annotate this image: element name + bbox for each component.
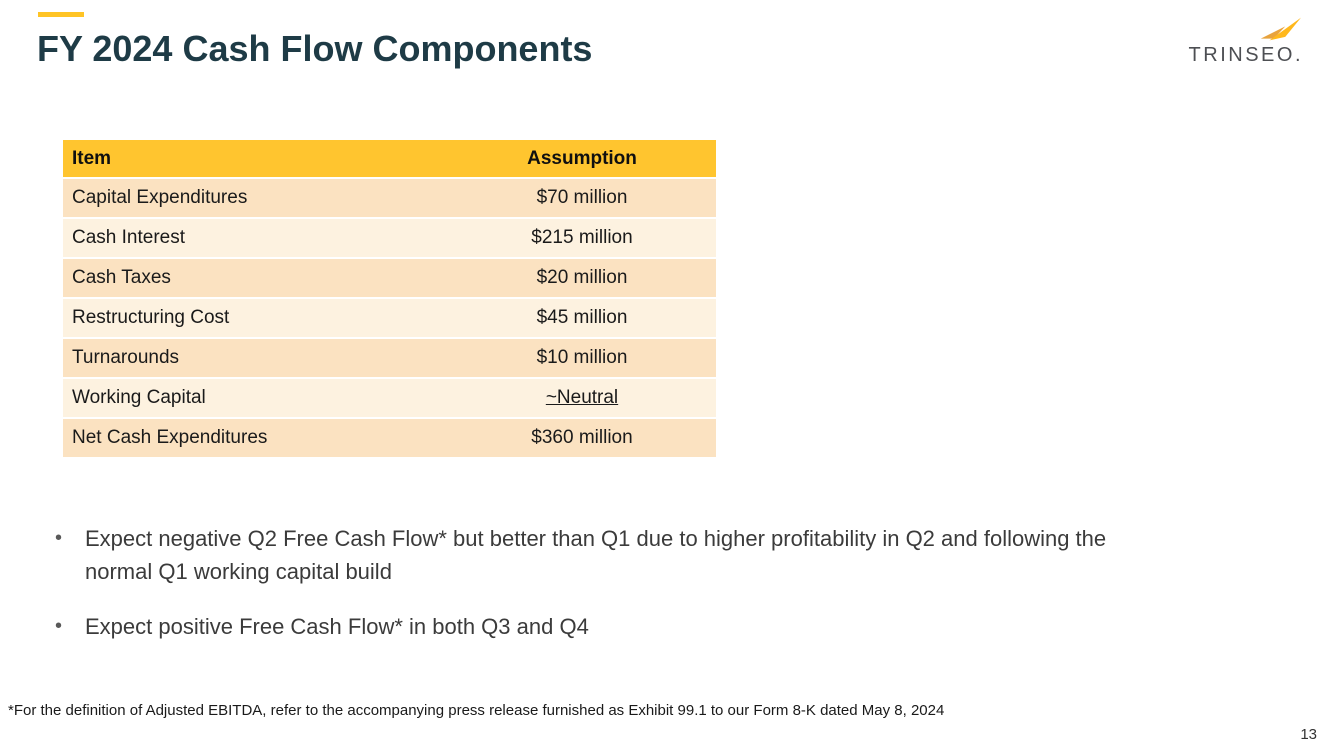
list-item: • Expect positive Free Cash Flow* in bot… [55,610,1215,643]
header-item: Item [63,140,448,177]
list-item: • Expect negative Q2 Free Cash Flow* but… [55,522,1215,588]
title-accent-bar [38,12,84,17]
item-cell: Net Cash Expenditures [63,419,448,457]
assumption-cell: ~Neutral [448,379,716,417]
item-cell: Capital Expenditures [63,179,448,217]
trinseo-logo: TRINSEO. [1189,16,1303,67]
item-cell: Cash Taxes [63,259,448,297]
assumption-cell: $45 million [448,299,716,337]
table-row: Net Cash Expenditures $360 million [63,419,716,457]
assumption-cell: $10 million [448,339,716,377]
assumption-cell: $70 million [448,179,716,217]
table-row: Restructuring Cost $45 million [63,299,716,337]
bullet-text: Expect positive Free Cash Flow* in both … [85,614,589,639]
item-cell: Turnarounds [63,339,448,377]
assumption-cell: $20 million [448,259,716,297]
page-number: 13 [1300,726,1317,743]
header-assumption: Assumption [448,140,716,177]
footnote: *For the definition of Adjusted EBITDA, … [8,702,945,719]
assumption-cell: $360 million [448,419,716,457]
trinseo-logo-text: TRINSEO. [1188,44,1303,66]
table-row: Capital Expenditures $70 million [63,179,716,217]
bullet-list: • Expect negative Q2 Free Cash Flow* but… [55,522,1215,665]
bullet-text: Expect negative Q2 Free Cash Flow* but b… [85,526,1107,584]
table-row: Cash Taxes $20 million [63,259,716,297]
bullet-dot: • [55,527,63,549]
table-header-row: Item Assumption [63,140,716,177]
table-row: Turnarounds $10 million [63,339,716,377]
assumption-cell: $215 million [448,219,716,257]
table-row: Working Capital ~Neutral [63,379,716,417]
cash-flow-table: Item Assumption Capital Expenditures $70… [63,140,716,459]
bullet-dot: • [55,615,63,637]
item-cell: Working Capital [63,379,448,417]
trinseo-arrow-icon [1260,17,1301,41]
item-cell: Cash Interest [63,219,448,257]
table-row: Cash Interest $215 million [63,219,716,257]
page-title: FY 2024 Cash Flow Components [37,28,593,69]
item-cell: Restructuring Cost [63,299,448,337]
